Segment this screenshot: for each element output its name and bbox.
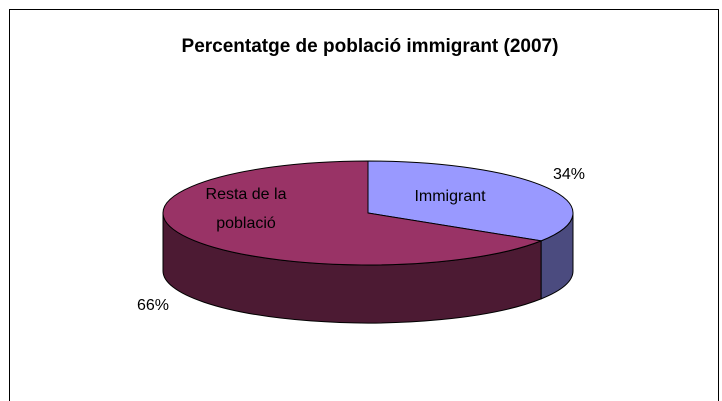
slice-label-immigrant: Immigrant <box>414 188 486 205</box>
percent-label-immigrant: 34% <box>553 166 585 183</box>
pie-slice-resta-de-la-poblacio <box>162 160 543 266</box>
pie-tops <box>162 160 574 266</box>
percent-label-resta: 66% <box>137 297 169 314</box>
slice-label-resta-line-1: Resta de la <box>206 186 287 203</box>
slice-label-resta-line-2: població <box>216 215 276 232</box>
chart-title: Percentatge de població immigrant (2007) <box>182 36 559 57</box>
